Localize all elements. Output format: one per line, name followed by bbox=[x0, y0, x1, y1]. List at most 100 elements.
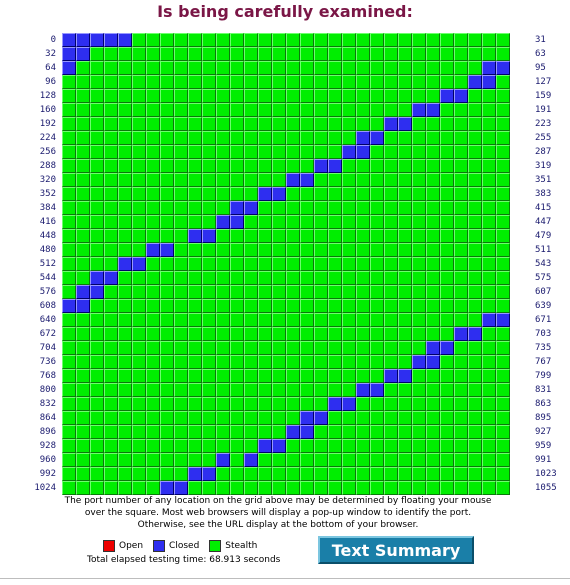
port-cell-stealth[interactable] bbox=[314, 453, 328, 467]
port-cell-stealth[interactable] bbox=[244, 481, 258, 495]
port-cell-stealth[interactable] bbox=[384, 467, 398, 481]
port-cell-stealth[interactable] bbox=[496, 131, 510, 145]
port-cell-stealth[interactable] bbox=[356, 341, 370, 355]
port-cell-closed[interactable] bbox=[440, 341, 454, 355]
port-cell-stealth[interactable] bbox=[132, 411, 146, 425]
port-cell-stealth[interactable] bbox=[398, 257, 412, 271]
port-cell-stealth[interactable] bbox=[286, 215, 300, 229]
port-cell-stealth[interactable] bbox=[174, 159, 188, 173]
port-cell-stealth[interactable] bbox=[132, 439, 146, 453]
port-cell-stealth[interactable] bbox=[272, 481, 286, 495]
port-cell-stealth[interactable] bbox=[202, 341, 216, 355]
port-cell-stealth[interactable] bbox=[258, 383, 272, 397]
port-cell-stealth[interactable] bbox=[174, 467, 188, 481]
port-cell-stealth[interactable] bbox=[300, 313, 314, 327]
port-cell-stealth[interactable] bbox=[496, 439, 510, 453]
port-cell-closed[interactable] bbox=[412, 355, 426, 369]
port-cell-stealth[interactable] bbox=[76, 61, 90, 75]
port-cell-stealth[interactable] bbox=[482, 481, 496, 495]
port-cell-stealth[interactable] bbox=[440, 369, 454, 383]
port-cell-stealth[interactable] bbox=[398, 453, 412, 467]
port-cell-stealth[interactable] bbox=[426, 425, 440, 439]
port-cell-stealth[interactable] bbox=[188, 439, 202, 453]
port-cell-stealth[interactable] bbox=[202, 47, 216, 61]
port-cell-stealth[interactable] bbox=[328, 33, 342, 47]
port-cell-stealth[interactable] bbox=[454, 439, 468, 453]
port-cell-stealth[interactable] bbox=[482, 397, 496, 411]
port-cell-stealth[interactable] bbox=[482, 285, 496, 299]
port-cell-stealth[interactable] bbox=[174, 243, 188, 257]
port-cell-stealth[interactable] bbox=[356, 327, 370, 341]
port-cell-stealth[interactable] bbox=[342, 411, 356, 425]
port-cell-stealth[interactable] bbox=[342, 383, 356, 397]
port-cell-stealth[interactable] bbox=[370, 341, 384, 355]
port-cell-stealth[interactable] bbox=[482, 299, 496, 313]
port-cell-stealth[interactable] bbox=[384, 257, 398, 271]
port-cell-stealth[interactable] bbox=[300, 89, 314, 103]
port-cell-stealth[interactable] bbox=[426, 481, 440, 495]
port-cell-stealth[interactable] bbox=[230, 355, 244, 369]
port-cell-closed[interactable] bbox=[76, 33, 90, 47]
port-cell-stealth[interactable] bbox=[230, 47, 244, 61]
port-cell-stealth[interactable] bbox=[482, 145, 496, 159]
port-cell-stealth[interactable] bbox=[146, 75, 160, 89]
port-cell-stealth[interactable] bbox=[132, 313, 146, 327]
port-cell-stealth[interactable] bbox=[356, 425, 370, 439]
port-cell-stealth[interactable] bbox=[146, 271, 160, 285]
port-cell-stealth[interactable] bbox=[370, 369, 384, 383]
port-cell-stealth[interactable] bbox=[244, 131, 258, 145]
port-cell-stealth[interactable] bbox=[258, 467, 272, 481]
port-cell-stealth[interactable] bbox=[398, 187, 412, 201]
port-cell-stealth[interactable] bbox=[76, 411, 90, 425]
port-cell-closed[interactable] bbox=[356, 131, 370, 145]
port-cell-stealth[interactable] bbox=[426, 89, 440, 103]
port-cell-stealth[interactable] bbox=[398, 299, 412, 313]
port-cell-stealth[interactable] bbox=[90, 425, 104, 439]
port-cell-closed[interactable] bbox=[496, 313, 510, 327]
port-cell-stealth[interactable] bbox=[174, 271, 188, 285]
port-cell-closed[interactable] bbox=[230, 201, 244, 215]
port-cell-stealth[interactable] bbox=[90, 257, 104, 271]
port-cell-stealth[interactable] bbox=[62, 271, 76, 285]
port-cell-stealth[interactable] bbox=[426, 383, 440, 397]
port-cell-stealth[interactable] bbox=[300, 145, 314, 159]
port-cell-stealth[interactable] bbox=[286, 243, 300, 257]
port-cell-stealth[interactable] bbox=[468, 411, 482, 425]
port-cell-stealth[interactable] bbox=[356, 173, 370, 187]
port-cell-stealth[interactable] bbox=[216, 33, 230, 47]
port-cell-stealth[interactable] bbox=[398, 439, 412, 453]
port-cell-stealth[interactable] bbox=[426, 145, 440, 159]
port-cell-stealth[interactable] bbox=[202, 285, 216, 299]
port-cell-stealth[interactable] bbox=[300, 61, 314, 75]
port-cell-stealth[interactable] bbox=[132, 103, 146, 117]
port-cell-stealth[interactable] bbox=[412, 173, 426, 187]
port-cell-stealth[interactable] bbox=[188, 453, 202, 467]
port-cell-stealth[interactable] bbox=[62, 327, 76, 341]
port-cell-stealth[interactable] bbox=[132, 425, 146, 439]
port-cell-stealth[interactable] bbox=[76, 341, 90, 355]
port-cell-stealth[interactable] bbox=[412, 257, 426, 271]
port-cell-stealth[interactable] bbox=[104, 467, 118, 481]
port-cell-stealth[interactable] bbox=[230, 33, 244, 47]
port-cell-closed[interactable] bbox=[258, 439, 272, 453]
port-cell-stealth[interactable] bbox=[440, 215, 454, 229]
port-cell-stealth[interactable] bbox=[272, 145, 286, 159]
port-cell-closed[interactable] bbox=[426, 341, 440, 355]
port-cell-stealth[interactable] bbox=[118, 75, 132, 89]
port-cell-stealth[interactable] bbox=[314, 341, 328, 355]
port-cell-stealth[interactable] bbox=[104, 439, 118, 453]
port-cell-stealth[interactable] bbox=[216, 187, 230, 201]
port-cell-closed[interactable] bbox=[314, 411, 328, 425]
port-cell-stealth[interactable] bbox=[342, 131, 356, 145]
port-cell-stealth[interactable] bbox=[76, 313, 90, 327]
port-cell-stealth[interactable] bbox=[230, 187, 244, 201]
port-cell-stealth[interactable] bbox=[482, 327, 496, 341]
port-cell-stealth[interactable] bbox=[160, 355, 174, 369]
port-cell-stealth[interactable] bbox=[272, 215, 286, 229]
port-cell-stealth[interactable] bbox=[188, 145, 202, 159]
port-cell-stealth[interactable] bbox=[272, 453, 286, 467]
port-cell-stealth[interactable] bbox=[160, 369, 174, 383]
port-cell-stealth[interactable] bbox=[62, 425, 76, 439]
port-cell-stealth[interactable] bbox=[216, 103, 230, 117]
port-cell-stealth[interactable] bbox=[412, 75, 426, 89]
